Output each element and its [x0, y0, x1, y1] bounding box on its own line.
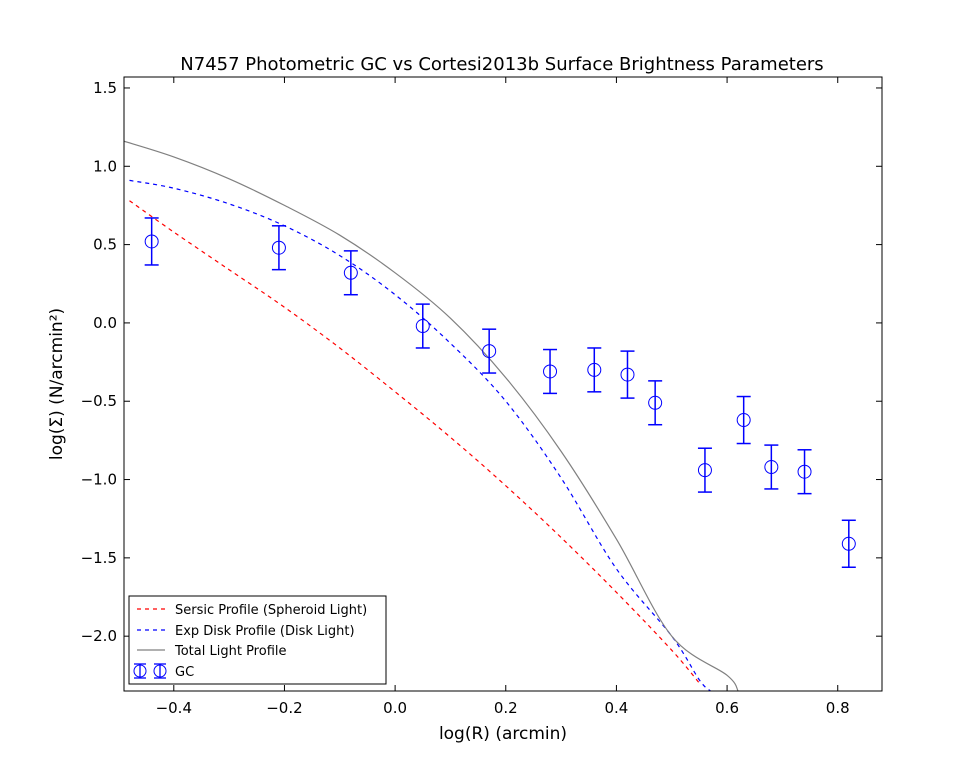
y-tick-label: 0.0: [93, 314, 117, 332]
gc-point: [587, 347, 602, 393]
gc-marker: [587, 362, 602, 377]
series-line-2: [124, 140, 739, 691]
gc-point: [415, 303, 430, 349]
x-tick-label: 0.2: [494, 699, 518, 717]
x-tick-label: 0.8: [826, 699, 850, 717]
gc-point: [841, 519, 856, 569]
y-tick-label: −1.5: [81, 549, 117, 567]
gc-marker: [482, 344, 497, 359]
gc-marker: [697, 463, 712, 478]
gc-marker: [736, 413, 751, 428]
x-axis-label: log(R) (arcmin): [439, 724, 567, 744]
plot-frame: [123, 76, 883, 692]
legend-label-3: GC: [175, 665, 194, 680]
gc-marker: [271, 240, 286, 255]
series-layer: [124, 140, 856, 691]
gc-marker: [620, 367, 635, 382]
gc-point: [482, 328, 497, 374]
gc-point: [343, 250, 358, 296]
gc-marker: [415, 319, 430, 334]
gc-marker: [144, 234, 159, 249]
gc-point: [144, 217, 159, 266]
x-tick-label: 0.4: [604, 699, 628, 717]
y-tick-label: 0.5: [93, 236, 117, 254]
legend-swatch-marker: [153, 664, 167, 678]
gc-point: [764, 444, 779, 490]
legend-label-0: Sersic Profile (Spheroid Light): [175, 603, 367, 618]
x-tick-label: 0.0: [383, 699, 407, 717]
gc-marker: [343, 265, 358, 280]
legend: Sersic Profile (Spheroid Light) Exp Disk …: [128, 595, 387, 685]
gc-point: [648, 380, 663, 426]
gc-marker: [841, 536, 856, 551]
legend-label-2: Total Light Profile: [174, 644, 287, 659]
chart-title: N7457 Photometric GC vs Cortesi2013b Sur…: [180, 54, 823, 75]
legend-swatch-marker: [133, 664, 147, 678]
gc-point: [620, 350, 635, 399]
y-tick-label: 1.0: [93, 157, 117, 175]
y-tick-label: −2.0: [81, 627, 117, 645]
y-tick-label: 1.5: [93, 79, 117, 97]
series-line-0: [129, 200, 700, 684]
gc-point: [797, 449, 812, 495]
gc-marker: [648, 395, 663, 410]
gc-point: [697, 447, 712, 493]
gc-point: [543, 348, 558, 395]
x-tick-label: −0.4: [156, 699, 192, 717]
gc-point: [736, 395, 751, 445]
gc-marker: [797, 464, 812, 479]
x-tick-label: 0.6: [715, 699, 739, 717]
gc-marker: [543, 364, 558, 379]
gc-point: [271, 225, 286, 271]
y-tick-label: −1.0: [81, 471, 117, 489]
axes-layer: −0.4 −0.2 0.0 0.2 0.4 0.6 0.8 1.5 1.0 0.5 0.0 −0.5 −…: [81, 77, 882, 717]
y-tick-label: −0.5: [81, 392, 117, 410]
legend-box: [128, 595, 387, 685]
y-axis-label: log(Σ) (N/arcmin²): [47, 308, 67, 460]
gc-marker: [764, 460, 779, 475]
legend-label-1: Exp Disk Profile (Disk Light): [175, 624, 355, 639]
x-tick-label: −0.2: [266, 699, 302, 717]
